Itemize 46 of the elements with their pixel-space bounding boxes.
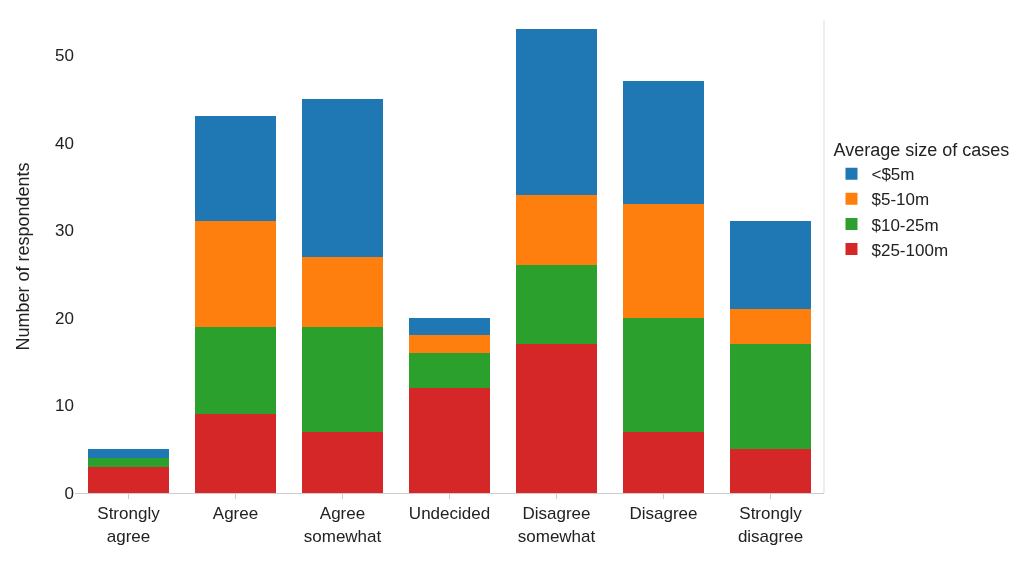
bar (302, 256, 383, 327)
y-tick-label: 0 (64, 483, 74, 503)
y-tick-label: 20 (55, 308, 74, 328)
bar (516, 344, 597, 493)
bar (623, 317, 704, 432)
bar (195, 326, 276, 415)
bar (409, 317, 490, 336)
bar (730, 449, 811, 493)
bar (88, 457, 169, 467)
bar (409, 335, 490, 353)
legend-label: <$5m (871, 165, 915, 185)
x-tick-label: Strongly agree (97, 504, 161, 546)
y-tick-label: 50 (55, 45, 74, 65)
bar (730, 344, 811, 450)
bar (730, 221, 811, 310)
bar (516, 28, 597, 196)
bar (88, 466, 169, 493)
x-tick-label: Disagree somewhat (517, 504, 596, 546)
bar (623, 431, 704, 493)
bar (302, 431, 383, 493)
x-tick-label: Agree somewhat (303, 504, 382, 546)
bar (623, 81, 704, 204)
y-tick-label: 10 (55, 396, 74, 416)
x-tick-label: Disagree (629, 504, 698, 524)
bar (730, 309, 811, 345)
bar (195, 116, 276, 222)
bar (623, 203, 704, 318)
bar (302, 326, 383, 432)
bar (302, 98, 383, 257)
y-tick-label: 40 (55, 133, 74, 153)
legend-label: $10-25m (871, 215, 939, 235)
bar (195, 221, 276, 327)
bar (516, 195, 597, 266)
x-tick-label: Agree (212, 504, 259, 524)
legend-title: Average size of cases (833, 140, 1010, 161)
bar (88, 449, 169, 458)
y-tick-label: 30 (55, 221, 74, 241)
bar (516, 265, 597, 345)
legend-label: $25-100m (871, 240, 949, 260)
bar (195, 414, 276, 493)
bar (409, 387, 490, 493)
x-tick-label: Undecided (408, 504, 491, 524)
x-tick-label: Strongly disagree (737, 504, 804, 546)
legend-label: $5-10m (871, 190, 930, 210)
y-axis-title: Number of respondents (13, 162, 33, 351)
bar (409, 352, 490, 388)
